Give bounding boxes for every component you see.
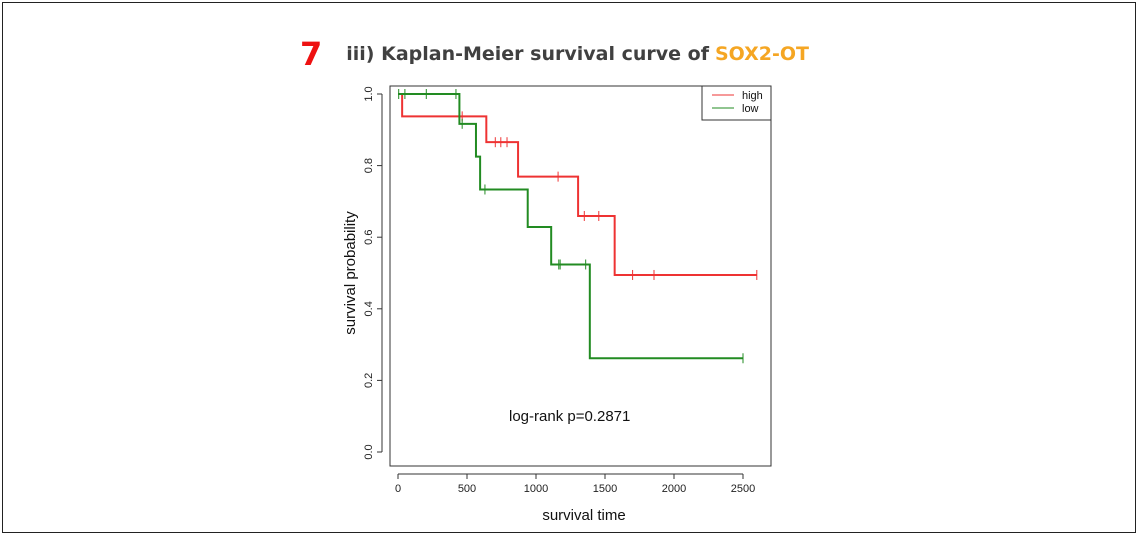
legend-label-low: low [742, 103, 759, 115]
km-curve-low [398, 93, 743, 360]
x-tick-label: 0 [395, 483, 401, 495]
y-tick-label: 0.2 [363, 373, 375, 388]
series-layer [398, 89, 758, 364]
legend: high low [701, 85, 772, 121]
legend-box [701, 85, 772, 121]
figure-heading: 7 iii) Kaplan-Meier survival curve of SO… [300, 35, 810, 73]
x-tick-label: 500 [458, 483, 476, 495]
gene-name: SOX2-OT [714, 43, 810, 65]
y-axis-title: survival probability [342, 211, 359, 335]
x-tick-label: 2000 [662, 483, 686, 495]
x-axis-title: survival time [542, 507, 625, 524]
y-tick-label: 0.4 [363, 301, 375, 316]
km-curve-high [398, 93, 757, 276]
figure-number: 7 [300, 35, 323, 73]
log-rank-annotation: log-rank p=0.2871 [509, 408, 630, 425]
axes: 0 500 1000 1500 2000 2500 0.0 0.2 0.4 0.6 0.8 1.0 [363, 86, 755, 495]
figure-title: iii) Kaplan-Meier survival curve of [346, 43, 709, 65]
x-tick-label: 1000 [524, 483, 548, 495]
y-tick-label: 1.0 [363, 86, 375, 101]
x-tick-label: 1500 [593, 483, 617, 495]
y-tick-label: 0.6 [363, 230, 375, 245]
x-tick-label: 2500 [731, 483, 755, 495]
y-tick-label: 0.8 [363, 158, 375, 173]
legend-label-high: high [742, 90, 763, 102]
plot-box [389, 85, 772, 467]
y-tick-label: 0.0 [363, 444, 375, 459]
